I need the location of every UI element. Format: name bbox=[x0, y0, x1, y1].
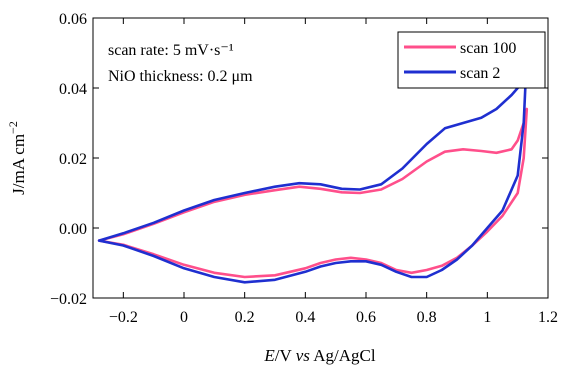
legend-label-scan-100: scan 100 bbox=[460, 40, 516, 57]
x-axis-label-part: E bbox=[263, 346, 275, 365]
x-tick-label: 0.8 bbox=[417, 309, 437, 326]
x-axis-label: E/V vs Ag/AgCl bbox=[263, 346, 375, 365]
y-tick-label: 0.06 bbox=[59, 11, 87, 28]
legend-label-scan-2: scan 2 bbox=[460, 65, 500, 82]
series-line-scan-100 bbox=[97, 107, 529, 279]
y-axis-label: J/mA cm−2 bbox=[6, 121, 28, 195]
y-tick-label: 0.00 bbox=[59, 221, 87, 238]
series-line-scan-2 bbox=[97, 79, 527, 284]
y-tick-label: −0.02 bbox=[50, 291, 87, 308]
legend: scan 100 scan 2 bbox=[397, 31, 546, 89]
x-tick-label: 1.2 bbox=[538, 309, 558, 326]
y-tick-label: 0.04 bbox=[59, 81, 87, 98]
x-tick-label: −0.2 bbox=[109, 309, 138, 326]
y-tick-label: 0.02 bbox=[59, 151, 87, 168]
x-axis-label-part: /V bbox=[275, 346, 296, 365]
x-axis-label-part: vs bbox=[296, 346, 311, 365]
legend-box bbox=[397, 31, 546, 89]
x-tick-label: 1 bbox=[483, 309, 491, 326]
annotation-scan-rate: scan rate: 5 mV·s⁻¹ bbox=[108, 42, 234, 59]
x-tick-label: 0.6 bbox=[356, 309, 376, 326]
y-axis-label-sup: −2 bbox=[6, 121, 20, 134]
annotation-nio-thickness: NiO thickness: 0.2 μm bbox=[108, 68, 253, 85]
axis-ticks: −0.2 0 0.2 0.4 0.6 0.8 1 1.2 −0.02 0.00 0.02 0.04 0.… bbox=[50, 11, 558, 326]
x-tick-label: 0.2 bbox=[235, 309, 255, 326]
x-tick-label: 0 bbox=[180, 309, 188, 326]
series-group bbox=[97, 79, 529, 284]
x-tick-label: 0.4 bbox=[295, 309, 315, 326]
y-axis-label-main: J/mA cm bbox=[9, 134, 28, 195]
x-axis-label-part: Ag/AgCl bbox=[310, 346, 376, 365]
